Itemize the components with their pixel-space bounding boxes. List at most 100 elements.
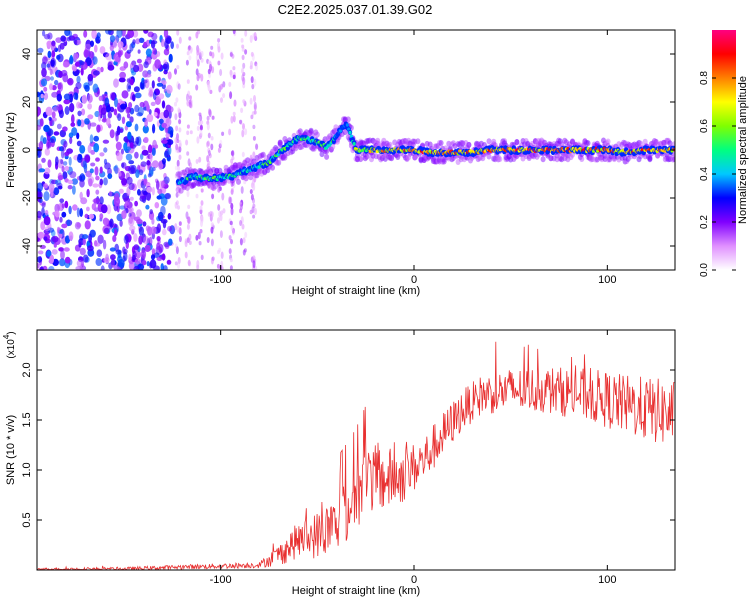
spectrogram-noise-cell bbox=[59, 258, 66, 267]
spectrogram-noise-cell bbox=[198, 112, 202, 117]
spectrogram-noise-cell bbox=[70, 122, 76, 127]
spectrogram-noise-cell bbox=[211, 115, 215, 120]
spectrogram-noise-cell bbox=[66, 219, 71, 227]
snr-scale-factor: (x104) bbox=[2, 331, 17, 358]
spectrogram-noise-cell bbox=[60, 250, 65, 260]
spectrogram-noise-cell bbox=[146, 113, 154, 123]
spectrogram-noise-cell bbox=[250, 60, 253, 68]
spectrogram-noise-cell bbox=[175, 97, 179, 103]
spectrogram-noise-cell bbox=[222, 93, 226, 99]
spectrogram-y-ticks: -40 -20 0 20 40 bbox=[21, 48, 675, 254]
spectrogram-noise-cell bbox=[72, 204, 78, 211]
spectrogram-noise-cell bbox=[162, 158, 166, 165]
spectrogram-halo-cell bbox=[415, 138, 421, 145]
spectrogram-noise-cell bbox=[209, 210, 213, 217]
spectrogram-noise-cell bbox=[89, 134, 94, 144]
spectrogram-noise-cell bbox=[185, 139, 189, 146]
spectrogram-noise-cell bbox=[60, 159, 64, 165]
spectrogram-noise-cell bbox=[136, 58, 142, 64]
spectrogram-noise-cell bbox=[64, 256, 71, 264]
spectrogram-noise-cell bbox=[206, 122, 210, 131]
spectrogram-noise-cell bbox=[67, 185, 73, 190]
spectrogram-noise-cell bbox=[253, 78, 257, 87]
spectrogram-noise-cell bbox=[170, 41, 174, 49]
spectrogram-noise-cell bbox=[143, 136, 149, 144]
spectrogram-noise-cell bbox=[174, 165, 178, 171]
spectrogram-noise-cell bbox=[250, 193, 254, 201]
spectrogram-noise-cell bbox=[138, 37, 145, 43]
spectrogram-noise-cell bbox=[105, 253, 109, 262]
spectrogram-noise-cell bbox=[186, 130, 190, 136]
spectrogram-noise-cell bbox=[156, 236, 161, 242]
spectrogram-halo-cell bbox=[330, 143, 336, 150]
spectrogram-noise-cell bbox=[116, 152, 123, 162]
spectrogram-noise-cell bbox=[153, 112, 158, 117]
spectrogram-noise-cell bbox=[230, 187, 234, 193]
spectrogram-noise-cell bbox=[168, 106, 174, 113]
spectrogram-noise-cell bbox=[178, 235, 182, 243]
spectrogram-noise-cell bbox=[146, 191, 152, 202]
spectrogram-noise-cell bbox=[43, 183, 48, 189]
spectrogram-noise-cell bbox=[64, 151, 70, 156]
spectrogram-noise-cell bbox=[113, 78, 119, 88]
spectrogram-noise-cell bbox=[51, 111, 56, 119]
spectrogram-noise-cell bbox=[230, 225, 234, 231]
spectrogram-noise-cell bbox=[217, 204, 221, 211]
spectrogram-noise-cell bbox=[252, 136, 256, 141]
spectrogram-noise-cell bbox=[255, 143, 259, 150]
spectrogram-noise-cell bbox=[210, 226, 214, 234]
spectrogram-noise-cell bbox=[161, 122, 167, 128]
spectrogram-noise-cell bbox=[121, 162, 127, 169]
spectrogram-noise-cell bbox=[100, 66, 104, 73]
spectrogram-noise-cell bbox=[160, 180, 166, 189]
spectrogram-noise-cell bbox=[174, 101, 177, 107]
spectrogram-noise-cell bbox=[122, 246, 126, 255]
spectrogram-noise-cell bbox=[37, 124, 42, 131]
spectrogram-noise-cell bbox=[129, 142, 134, 149]
spectrogram-noise-cell bbox=[249, 189, 253, 195]
spectrogram-noise-cell bbox=[121, 90, 129, 99]
spectrogram-noise-cell bbox=[41, 67, 47, 78]
spectrogram-noise-cell bbox=[244, 49, 248, 55]
spectrogram-noise-cell bbox=[120, 103, 127, 110]
spectrogram-noise-cell bbox=[113, 196, 121, 207]
spectrogram-noise-cell bbox=[188, 101, 192, 108]
y-tick-label: 40 bbox=[21, 48, 33, 60]
spectrogram-noise-cell bbox=[240, 107, 244, 114]
spectrogram-noise-cell bbox=[117, 50, 122, 58]
spectrogram-noise-cell bbox=[92, 183, 99, 188]
spectrogram-noise-cell bbox=[211, 256, 215, 261]
spectrogram-halo-cell bbox=[540, 156, 546, 163]
spectrogram-noise-cell bbox=[255, 63, 259, 71]
spectrogram-noise-cell bbox=[90, 162, 96, 167]
spectrogram-noise-cell bbox=[132, 30, 139, 38]
spectrogram-noise-cell bbox=[93, 135, 99, 142]
spectrogram-noise-cell bbox=[132, 39, 136, 45]
spectrogram-noise-cell bbox=[51, 91, 58, 98]
spectrogram-noise-cell bbox=[93, 197, 101, 205]
spectrogram-noise-cell bbox=[86, 206, 90, 212]
spectrogram-noise-cell bbox=[244, 231, 248, 238]
spectrogram-noise-cell bbox=[146, 186, 153, 193]
snr-y-label: SNR (10 * v/v) bbox=[5, 415, 17, 485]
spectrogram-noise-cell bbox=[229, 52, 233, 57]
spectrogram-noise-cell bbox=[115, 249, 122, 255]
spectrogram-noise-cell bbox=[216, 263, 220, 269]
spectrogram-noise-cell bbox=[63, 93, 71, 101]
spectrogram-noise-cell bbox=[48, 116, 52, 121]
spectrogram-noise-cell bbox=[72, 65, 77, 72]
spectrogram-noise-cell bbox=[118, 171, 122, 177]
spectrogram-noise-cell bbox=[188, 55, 192, 61]
spectrogram-noise-cell bbox=[187, 259, 191, 266]
spectrogram-noise-cell bbox=[253, 110, 257, 115]
spectrogram-noise-cell bbox=[87, 245, 94, 252]
spectrogram-noise-cell bbox=[228, 248, 232, 255]
spectrogram-noise-cell bbox=[128, 212, 132, 218]
spectrogram-noise-cell bbox=[61, 223, 68, 229]
spectrogram-noise-cell bbox=[123, 234, 129, 244]
spectrogram-noise-cell bbox=[251, 111, 255, 116]
spectrogram-noise-cell bbox=[232, 111, 236, 116]
spectrogram-noise-cell bbox=[41, 202, 46, 208]
spectrogram-noise-cell bbox=[178, 127, 182, 133]
spectrogram-noise-cell bbox=[241, 47, 245, 52]
